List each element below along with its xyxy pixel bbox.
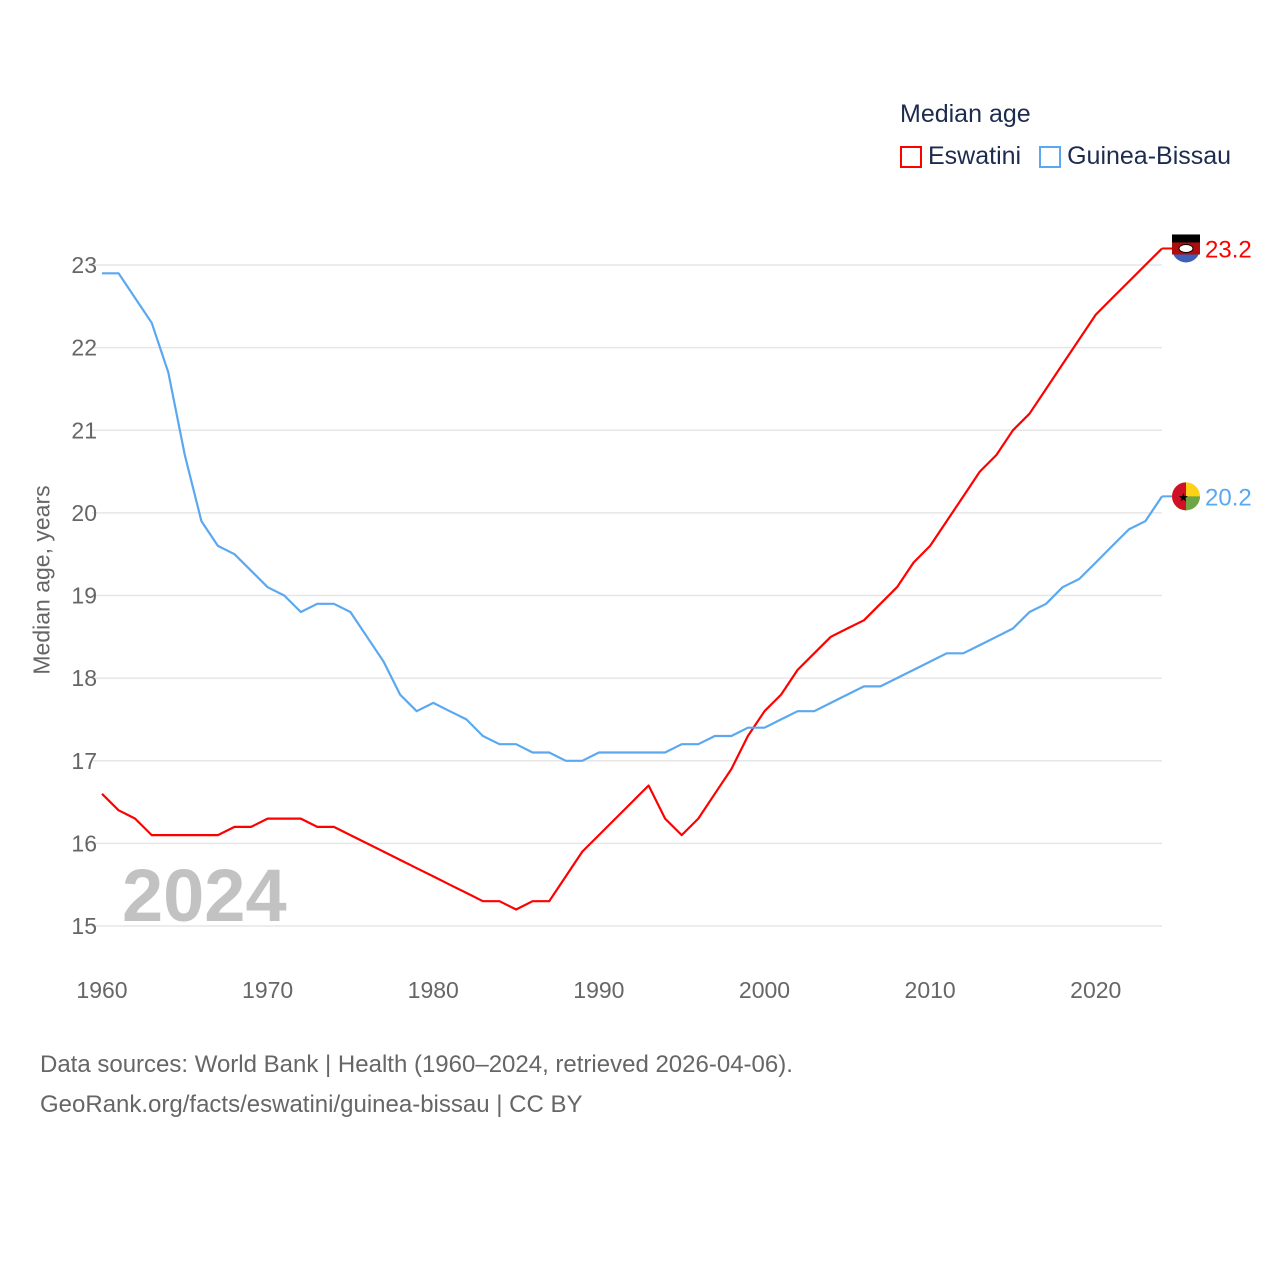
- x-tick-label: 1990: [573, 977, 624, 1003]
- footer: Data sources: World Bank | Health (1960–…: [40, 1045, 793, 1125]
- legend-item-eswatini[interactable]: Eswatini: [900, 142, 1021, 171]
- flag-stripe: [1172, 234, 1200, 243]
- x-tick-label: 2010: [905, 977, 956, 1003]
- legend-swatch-guinea-bissau: [1039, 145, 1062, 168]
- x-tick-label: 1980: [408, 977, 459, 1003]
- series-line-eswatini: [101, 247, 1163, 911]
- y-tick-label: 23: [71, 252, 97, 278]
- x-tick-label: 2000: [739, 977, 790, 1003]
- flag-red: [1172, 482, 1186, 511]
- y-tick-label: 20: [71, 500, 97, 526]
- flag-star: ★: [1178, 490, 1189, 504]
- x-tick-label: 1970: [242, 977, 293, 1003]
- data-source-text: Data sources: World Bank | Health (1960–…: [40, 1051, 793, 1078]
- legend-swatch-eswatini: [900, 145, 922, 168]
- legend-title: Median age: [900, 100, 1031, 128]
- end-value-label: 20.2: [1205, 484, 1252, 511]
- legend-label-guinea-bissau: Guinea-Bissau: [1067, 142, 1232, 170]
- legend: Eswatini Guinea-Bissau: [900, 142, 1231, 171]
- flag-shield: [1178, 243, 1194, 253]
- y-axis-label: Median age, years: [28, 485, 55, 675]
- y-tick-label: 19: [71, 583, 97, 609]
- y-tick-label: 17: [71, 748, 97, 774]
- y-tick-label: 16: [71, 830, 97, 856]
- end-value-label: 23.2: [1205, 236, 1252, 263]
- y-tick-label: 15: [71, 913, 97, 939]
- source-link[interactable]: GeoRank.org/facts/eswatini/guinea-bissau…: [40, 1091, 583, 1118]
- year-watermark: 2024: [122, 854, 287, 937]
- y-tick-label: 21: [71, 417, 97, 443]
- y-tick-label: 18: [71, 665, 97, 691]
- flag-green: [1186, 496, 1200, 511]
- y-tick-label: 22: [71, 335, 97, 361]
- legend-label-eswatini: Eswatini: [928, 142, 1022, 170]
- x-tick-label: 1960: [76, 977, 127, 1003]
- series-line-guinea-bissau: [102, 272, 1163, 762]
- x-tick-label: 2020: [1070, 977, 1121, 1003]
- legend-item-guinea-bissau[interactable]: Guinea-Bissau: [1039, 142, 1231, 171]
